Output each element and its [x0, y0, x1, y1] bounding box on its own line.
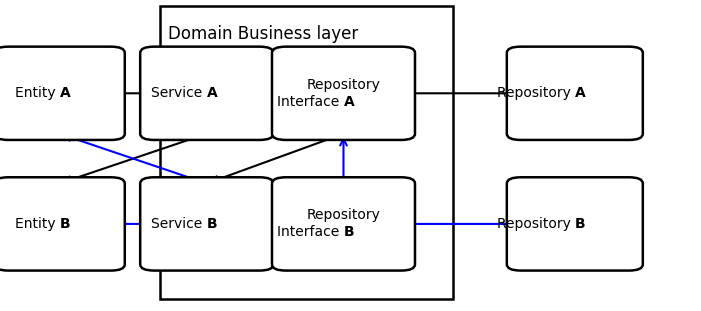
Text: Service: Service	[151, 217, 207, 231]
Text: Repository: Repository	[306, 78, 381, 92]
FancyBboxPatch shape	[0, 177, 125, 271]
Text: Interface: Interface	[277, 225, 343, 239]
Text: B: B	[207, 217, 217, 231]
FancyBboxPatch shape	[272, 177, 415, 271]
FancyBboxPatch shape	[0, 47, 125, 140]
Text: A: A	[575, 86, 585, 100]
FancyBboxPatch shape	[160, 6, 453, 299]
Text: Interface: Interface	[277, 95, 343, 109]
FancyBboxPatch shape	[140, 177, 273, 271]
Text: B: B	[60, 217, 70, 231]
Text: A: A	[207, 86, 217, 100]
Text: A: A	[343, 95, 354, 109]
Text: Repository: Repository	[306, 208, 381, 222]
FancyBboxPatch shape	[507, 47, 643, 140]
Text: Domain Business layer: Domain Business layer	[168, 25, 358, 43]
Text: B: B	[343, 225, 354, 239]
FancyBboxPatch shape	[272, 47, 415, 140]
FancyBboxPatch shape	[140, 47, 273, 140]
FancyBboxPatch shape	[507, 177, 643, 271]
Text: Entity: Entity	[15, 217, 60, 231]
Text: Repository: Repository	[496, 217, 575, 231]
Text: B: B	[575, 217, 585, 231]
Text: Repository: Repository	[496, 86, 575, 100]
Text: Entity: Entity	[15, 86, 60, 100]
Text: Service: Service	[151, 86, 207, 100]
Text: A: A	[60, 86, 70, 100]
